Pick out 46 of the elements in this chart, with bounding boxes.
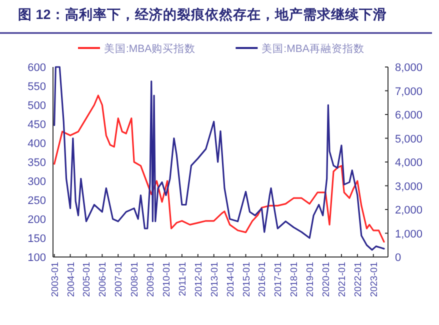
legend-label: 美国:MBA再融资指数	[262, 42, 364, 55]
x-tick-label: 2014-01	[225, 262, 236, 297]
x-tick-label: 2018-01	[289, 262, 300, 297]
y-tick-label: 200	[28, 214, 46, 226]
chart-title: 图 12：高利率下，经济的裂痕依然存在，地产需求继续下滑	[18, 6, 387, 22]
line-series	[54, 66, 385, 251]
x-tick-label: 2023-01	[368, 262, 380, 297]
x-tick-label: 2003-01	[50, 262, 61, 297]
x-tick-label: 2007-01	[114, 262, 125, 297]
x-tick-label: 2006-01	[98, 262, 109, 297]
x-tick-label: 2021-01	[336, 262, 348, 297]
y2-tick-label: 2,000	[395, 204, 423, 216]
x-tick-label: 2015-01	[241, 262, 252, 297]
y2-tick-label: 0	[395, 252, 402, 264]
y-tick-label: 600	[28, 62, 46, 74]
y-tick-label: 450	[28, 119, 46, 131]
legend-label: 美国:MBA购买指数	[104, 42, 196, 55]
x-tick-label: 2020-01	[321, 262, 332, 297]
x-tick-label: 2013-01	[209, 262, 220, 297]
y2-tick-label: 6,000	[395, 110, 423, 122]
line-series	[54, 94, 385, 243]
x-tick-label: 2008-01	[130, 262, 141, 297]
y-tick-label: 300	[28, 176, 46, 188]
y-tick-label: 550	[28, 81, 46, 93]
y2-tick-label: 5,000	[395, 133, 423, 146]
y-tick-label: 500	[28, 100, 46, 112]
x-tick-label: 2012-01	[193, 262, 204, 297]
y2-tick-label: 8,000	[395, 62, 423, 74]
x-tick-label: 2017-01	[273, 262, 284, 297]
y-tick-label: 100	[28, 252, 46, 264]
y-tick-label: 150	[28, 233, 46, 245]
x-tick-label: 2022-01	[352, 262, 364, 297]
x-tick-label: 2005-01	[82, 262, 93, 297]
y2-tick-label: 3,000	[395, 180, 423, 193]
x-tick-label: 2010-01	[161, 262, 172, 297]
y-tick-label: 350	[28, 157, 46, 169]
y2-tick-label: 7,000	[395, 86, 423, 98]
y2-tick-label: 4,000	[395, 157, 423, 169]
x-tick-label: 2011-01	[177, 262, 188, 296]
x-tick-label: 2009-01	[146, 262, 157, 297]
x-tick-label: 2019-01	[305, 262, 316, 297]
x-tick-label: 2016-01	[257, 262, 268, 297]
y2-tick-label: 1,000	[395, 228, 423, 240]
y-tick-label: 400	[28, 138, 46, 150]
y-tick-label: 250	[28, 195, 46, 207]
x-tick-label: 2004-01	[66, 262, 77, 297]
